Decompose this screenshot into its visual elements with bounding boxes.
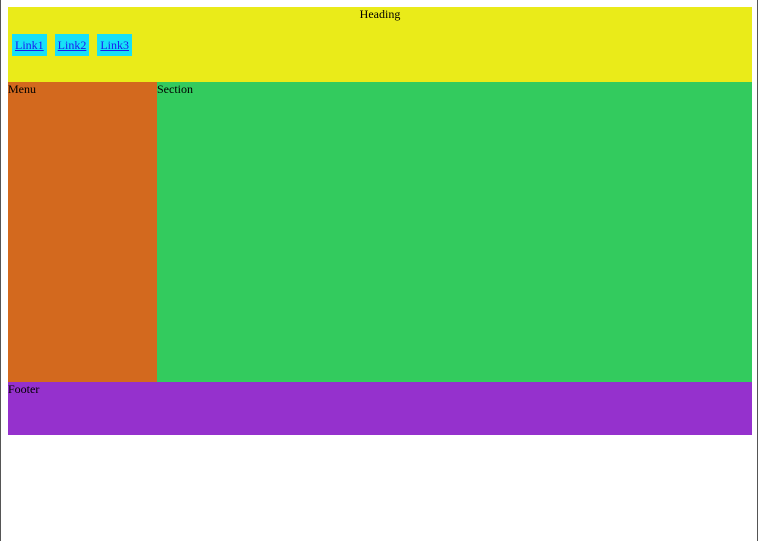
menu-panel: Menu (8, 82, 157, 382)
footer: Footer (8, 382, 752, 435)
heading: Heading (359, 7, 401, 21)
section-label: Section (157, 82, 193, 96)
page-layout: Heading Link1 Link2 Link3 Menu Section F… (8, 7, 752, 435)
link-2[interactable]: Link2 (54, 34, 90, 56)
section-panel: Section (157, 82, 752, 382)
header: Heading Link1 Link2 Link3 (8, 7, 752, 82)
footer-label: Footer (8, 382, 40, 396)
main-area: Menu Section (8, 82, 752, 382)
link-1[interactable]: Link1 (12, 34, 47, 56)
menu-label: Menu (8, 82, 36, 96)
nav-links: Link1 Link2 Link3 (12, 34, 140, 56)
link-3[interactable]: Link3 (97, 34, 133, 56)
